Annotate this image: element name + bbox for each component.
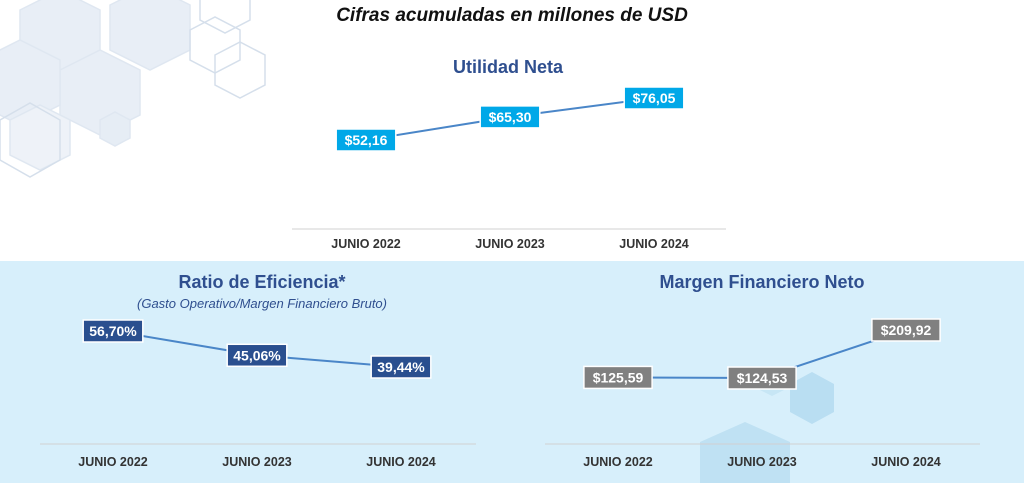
margen-financiero-data-label-text: $124,53 bbox=[737, 370, 788, 386]
utilidad-neta-data-point-box bbox=[623, 86, 685, 110]
utilidad-neta-data-label: $52,16 bbox=[335, 128, 397, 152]
ratio-eficiencia-data-label: 39,44% bbox=[370, 355, 432, 379]
page-title: Cifras acumuladas en millones de USD bbox=[336, 5, 688, 26]
ratio-eficiencia-subtitle: (Gasto Operativo/Margen Financiero Bruto… bbox=[137, 296, 387, 311]
utilidad-neta-x-tick-label: JUNIO 2022 bbox=[331, 237, 401, 251]
ratio-eficiencia-data-label: 45,06% bbox=[226, 343, 288, 368]
ratio-eficiencia-x-tick-label: JUNIO 2023 bbox=[222, 455, 292, 469]
bottom-panel-background bbox=[0, 261, 1024, 483]
ratio-eficiencia-data-label: 56,70% bbox=[82, 319, 144, 343]
ratio-eficiencia-data-label-text: 45,06% bbox=[233, 347, 281, 363]
margen-financiero-data-label: $125,59 bbox=[583, 365, 653, 390]
ratio-eficiencia-x-tick-label: JUNIO 2022 bbox=[78, 455, 148, 469]
utilidad-neta-x-tick-label: JUNIO 2023 bbox=[475, 237, 545, 251]
utilidad-neta-data-point-box bbox=[335, 128, 397, 152]
ratio-eficiencia-data-label-text: 39,44% bbox=[377, 359, 425, 375]
utilidad-neta-data-point-box bbox=[479, 105, 541, 129]
margen-financiero-x-tick-label: JUNIO 2024 bbox=[871, 455, 941, 469]
ratio-eficiencia-data-point-box bbox=[82, 319, 144, 343]
hexagon-background-decoration bbox=[0, 0, 266, 178]
margen-financiero-data-label-text: $125,59 bbox=[593, 369, 644, 385]
margen-financiero-data-label: $124,53 bbox=[727, 366, 797, 390]
ratio-eficiencia-data-point-box bbox=[226, 343, 288, 368]
margen-financiero-x-tick-label: JUNIO 2023 bbox=[727, 455, 797, 469]
margen-financiero-x-tick-label: JUNIO 2022 bbox=[583, 455, 653, 469]
margen-financiero-data-point-box bbox=[727, 366, 797, 390]
ratio-eficiencia-data-point-box bbox=[370, 355, 432, 379]
margen-financiero-data-point-box bbox=[583, 365, 653, 390]
margen-financiero-data-label-text: $209,92 bbox=[881, 322, 932, 338]
utilidad-neta-data-label-text: $65,30 bbox=[489, 109, 532, 125]
utilidad-neta-data-label-text: $52,16 bbox=[345, 132, 388, 148]
ratio-eficiencia-x-tick-label: JUNIO 2024 bbox=[366, 455, 436, 469]
utilidad-neta-title: Utilidad Neta bbox=[452, 57, 563, 77]
margen-financiero-title: Margen Financiero Neto bbox=[659, 272, 865, 292]
utilidad-neta-data-label: $65,30 bbox=[479, 105, 541, 129]
utilidad-neta-x-tick-label: JUNIO 2024 bbox=[619, 237, 689, 251]
utilidad-neta-data-label: $76,05 bbox=[623, 86, 685, 110]
ratio-eficiencia-data-label-text: 56,70% bbox=[89, 323, 137, 339]
utilidad-neta-data-label-text: $76,05 bbox=[633, 90, 676, 106]
ratio-eficiencia-title: Ratio de Eficiencia* bbox=[178, 272, 346, 292]
margen-financiero-data-label: $209,92 bbox=[871, 318, 941, 342]
margen-financiero-data-point-box bbox=[871, 318, 941, 342]
